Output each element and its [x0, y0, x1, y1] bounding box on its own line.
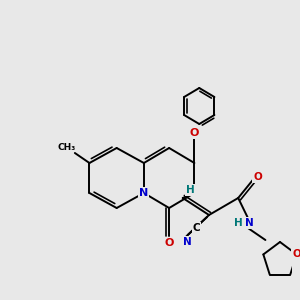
Text: O: O	[292, 249, 300, 260]
Text: C: C	[193, 223, 200, 233]
Text: N: N	[245, 218, 254, 228]
Text: H: H	[234, 218, 243, 228]
Text: N: N	[139, 188, 148, 198]
Text: CH₃: CH₃	[58, 142, 76, 152]
Text: O: O	[164, 238, 174, 248]
Text: O: O	[190, 128, 199, 138]
Text: O: O	[253, 172, 262, 182]
Text: H: H	[186, 185, 195, 195]
Text: N: N	[183, 237, 192, 247]
